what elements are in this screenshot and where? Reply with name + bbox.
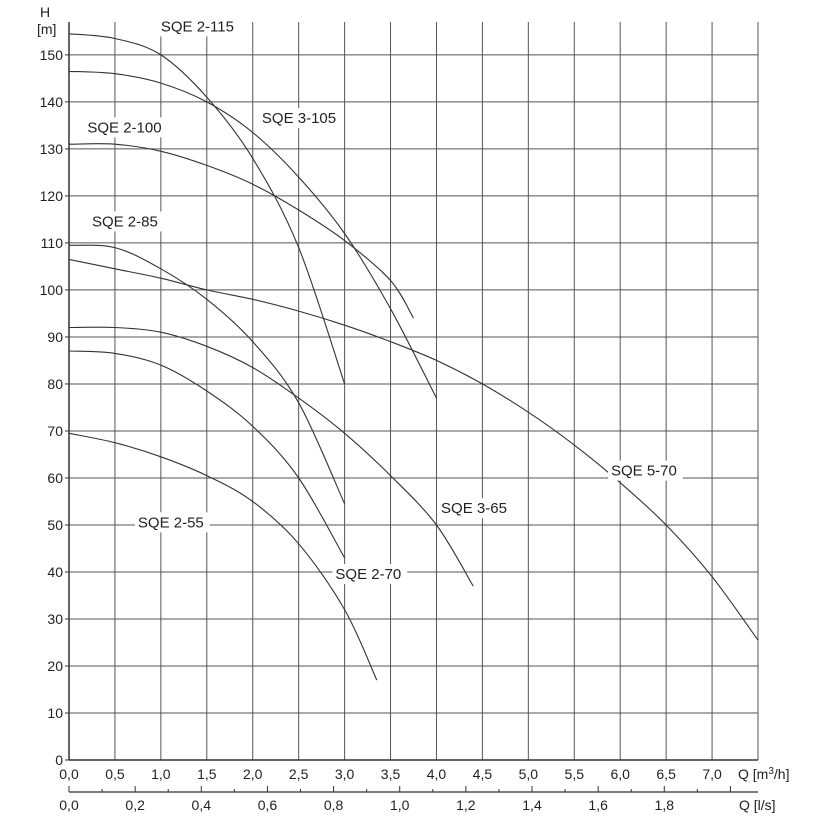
curve-sqe-2-85 xyxy=(68,244,346,505)
x-tick-label-m3h: 6,0 xyxy=(610,766,630,782)
curve-label-bg-sqe-2-115 xyxy=(157,16,242,37)
x-tick-label-m3h: 2,5 xyxy=(289,766,309,782)
axes-layer: 0 10 20 30 40 50 60 70 80 90 100 110 120 130 140 150 0,0… xyxy=(40,22,758,813)
x-tick-label-m3h: 2,0 xyxy=(243,766,263,782)
x-tick-label-m3h: 7,0 xyxy=(702,766,722,782)
y-tick-label: 60 xyxy=(47,470,63,486)
curve-sqe-3-105 xyxy=(68,70,437,399)
x-axis-title-m3h: Q [m3/h] xyxy=(738,766,789,782)
x-tick-label-m3h: 5,0 xyxy=(519,766,539,782)
x-tick-label-m3h: 1,5 xyxy=(197,766,217,782)
curve-label-sqe-3-65: SQE 3-65 xyxy=(441,500,507,517)
curve-sqe-2-115 xyxy=(68,33,346,385)
y-tick-label: 130 xyxy=(40,141,64,157)
x-tick-label-ls: 1,6 xyxy=(588,797,608,813)
y-tick-label: 50 xyxy=(47,517,63,533)
curve-label-sqe-5-70: SQE 5-70 xyxy=(611,463,677,480)
curves-layer xyxy=(68,33,759,681)
x-tick-label-m3h: 4,5 xyxy=(473,766,493,782)
y-tick-label: 30 xyxy=(47,611,63,627)
x-tick-label-m3h: 5,5 xyxy=(565,766,585,782)
x-tick-label-ls: 0,0 xyxy=(59,797,79,813)
curve-label-sqe-2-115: SQE 2-115 xyxy=(161,18,234,35)
curve-label-sqe-3-105: SQE 3-105 xyxy=(262,110,336,127)
curve-sqe-5-70 xyxy=(68,258,759,641)
x-tick-label-ls: 0,2 xyxy=(125,797,145,813)
curve-label-sqe-2-85: SQE 2-85 xyxy=(92,213,158,230)
curve-sqe-2-55 xyxy=(68,432,378,681)
x-tick-label-m3h: 4,0 xyxy=(427,766,447,782)
curve-label-bg-sqe-2-85 xyxy=(88,211,164,232)
y-tick-label: 120 xyxy=(40,188,64,204)
x-axis-title-ls: Q [l/s] xyxy=(739,797,776,813)
grid-lines xyxy=(68,22,759,761)
x-tick-label-m3h: 0,0 xyxy=(59,766,79,782)
curve-label-sqe-2-100: SQE 2-100 xyxy=(87,119,161,136)
curve-label-bg-sqe-3-65 xyxy=(438,498,513,519)
x-tick-label-m3h: 6,5 xyxy=(656,766,676,782)
x-tick-label-ls: 1,2 xyxy=(456,797,476,813)
curve-label-bg-sqe-5-70 xyxy=(608,460,683,481)
curve-label-bg-sqe-3-105 xyxy=(258,108,343,129)
x-tick-label-ls: 0,4 xyxy=(192,797,212,813)
y-tick-label: 0 xyxy=(55,752,63,768)
curve-sqe-2-70 xyxy=(68,350,346,559)
y-axis-title: H xyxy=(40,4,50,20)
x-tick-label-m3h: 0,5 xyxy=(105,766,125,782)
y-tick-label: 10 xyxy=(47,705,63,721)
curve-label-bg-sqe-2-100 xyxy=(84,117,168,138)
curve-sqe-2-100 xyxy=(68,143,414,319)
curve-label-bg-sqe-2-55 xyxy=(134,512,210,533)
y-tick-label: 150 xyxy=(40,47,64,63)
y-tick-label: 90 xyxy=(47,329,63,345)
x-tick-label-ls: 0,6 xyxy=(258,797,278,813)
x-tick-label-ls: 1,4 xyxy=(522,797,542,813)
y-tick-label: 80 xyxy=(47,376,63,392)
y-tick-label: 140 xyxy=(40,94,64,110)
curve-sqe-3-65 xyxy=(68,326,474,587)
curve-label-sqe-2-70: SQE 2-70 xyxy=(335,566,401,583)
y-tick-label: 100 xyxy=(40,282,64,298)
curve-label-bg-sqe-2-70 xyxy=(332,564,408,585)
y-tick-label: 70 xyxy=(47,423,63,439)
x-tick-label-m3h: 3,0 xyxy=(335,766,355,782)
x-tick-label-m3h: 1,0 xyxy=(151,766,171,782)
x-tick-label-ls: 0,8 xyxy=(324,797,344,813)
y-tick-label: 20 xyxy=(47,658,63,674)
x-tick-label-m3h: 3,5 xyxy=(381,766,401,782)
curve-label-sqe-2-55: SQE 2-55 xyxy=(138,514,204,531)
curve-labels-layer: SQE 2-115 SQE 3-105 SQE 2-100 SQE 2-85 SQE 5… xyxy=(84,16,683,585)
x-tick-label-ls: 1,0 xyxy=(390,797,410,813)
y-tick-label: 40 xyxy=(47,564,63,580)
x-tick-label-ls: 1,8 xyxy=(655,797,675,813)
y-axis-unit: [m] xyxy=(37,21,56,37)
y-tick-label: 110 xyxy=(41,235,64,251)
